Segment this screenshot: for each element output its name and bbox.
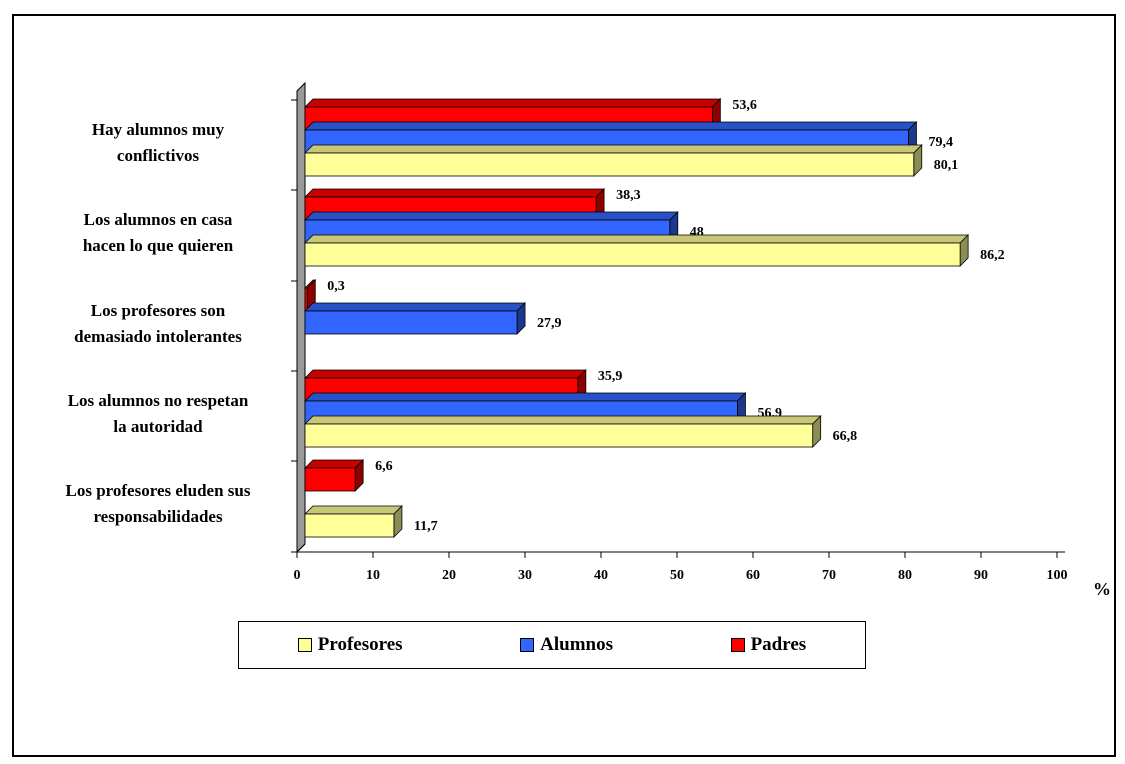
legend-item-alumnos: Alumnos <box>520 634 613 656</box>
legend-item-padres: Padres <box>730 634 807 656</box>
data-label: 11,7 <box>414 519 438 534</box>
data-label: 38,3 <box>616 188 641 203</box>
legend-swatch <box>297 638 312 652</box>
x-tick-label: 80 <box>898 568 912 583</box>
x-tick-label: 90 <box>974 568 988 583</box>
legend-swatch <box>520 638 535 652</box>
x-axis-unit-label: % <box>1093 579 1111 599</box>
bar-profesores <box>304 144 923 177</box>
data-label: 66,8 <box>833 429 858 444</box>
x-tick-label: 10 <box>366 568 380 583</box>
x-tick-label: 70 <box>822 568 836 583</box>
bar-alumnos <box>304 302 527 335</box>
legend-label: Profesores <box>317 634 403 655</box>
data-label: 53,6 <box>732 98 757 113</box>
x-tick-label: 100 <box>1047 568 1068 583</box>
bar-profesores <box>304 505 403 538</box>
category-label: Hay alumnos muy <box>92 120 225 139</box>
x-tick-label: 60 <box>746 568 760 583</box>
bar-profesores <box>304 415 822 448</box>
category-label: hacen lo que quieren <box>83 236 234 255</box>
data-label: 79,4 <box>928 135 953 150</box>
axis-side-wall <box>296 81 306 554</box>
data-label: 35,9 <box>598 369 623 384</box>
category-label: Los alumnos no respetan <box>68 391 249 410</box>
legend: Profesores Alumnos Padres <box>238 621 866 669</box>
x-tick-label: 40 <box>594 568 608 583</box>
category-label: demasiado intolerantes <box>74 327 242 346</box>
bar-profesores <box>304 234 970 267</box>
data-label: 6,6 <box>375 459 393 474</box>
data-label: 27,9 <box>537 316 562 331</box>
x-tick-label: 0 <box>294 568 301 583</box>
category-label: Los profesores eluden sus <box>66 481 251 500</box>
category-label: la autoridad <box>113 417 203 436</box>
category-label: Los alumnos en casa <box>84 210 233 229</box>
data-label: 80,1 <box>934 158 959 173</box>
x-tick-label: 50 <box>670 568 684 583</box>
category-label: Los profesores son <box>91 301 226 320</box>
x-tick-label: 30 <box>518 568 532 583</box>
data-label: 86,2 <box>980 248 1005 263</box>
legend-label: Padres <box>750 634 807 655</box>
category-label: conflictivos <box>117 146 200 165</box>
legend-swatch <box>730 638 745 652</box>
x-axis-depth-line <box>296 543 306 553</box>
legend-label: Alumnos <box>540 634 613 655</box>
x-tick-label: 20 <box>442 568 456 583</box>
legend-item-profesores: Profesores <box>297 634 403 656</box>
bar-padres <box>304 459 365 492</box>
data-label: 0,3 <box>327 279 345 294</box>
category-label: responsabilidades <box>93 507 223 526</box>
